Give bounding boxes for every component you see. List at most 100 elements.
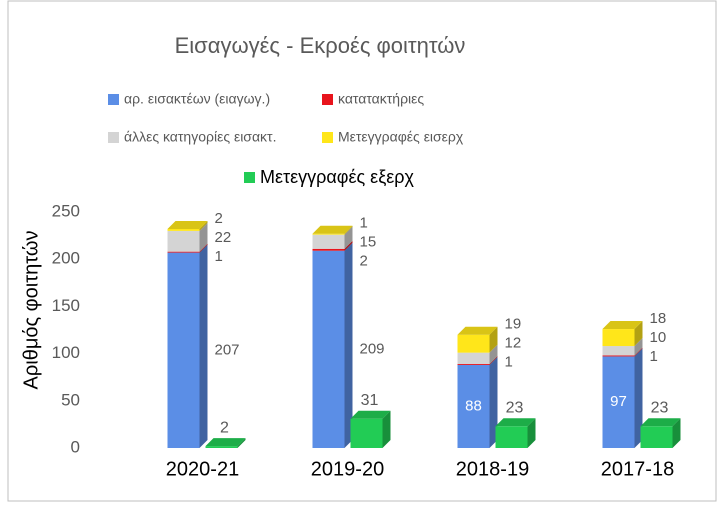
x-tick-label: 2020-21 — [166, 458, 239, 480]
data-label: 97 — [610, 393, 627, 410]
bar — [350, 410, 391, 448]
y-tick-label: 50 — [61, 390, 80, 409]
bar-side — [199, 243, 208, 253]
legend-label: Μετεγγραφές εξερχ — [260, 167, 415, 187]
legend-swatch — [108, 94, 119, 105]
bar-front — [167, 252, 200, 448]
bar-front — [167, 230, 200, 252]
data-label: 23 — [651, 400, 669, 417]
legend-label: αρ. εισακτέων (ειαγωγ.) — [124, 91, 270, 107]
data-label: 2 — [360, 253, 368, 270]
legend-label: άλλες κατηγορίες εισακτ. — [124, 129, 276, 145]
data-label: 22 — [215, 229, 232, 246]
bar-segment — [602, 347, 643, 357]
legend-swatch — [322, 94, 333, 105]
bar-segment — [312, 240, 353, 251]
bar-front — [167, 251, 200, 253]
bar-top — [495, 418, 536, 427]
y-tick-label: 250 — [52, 201, 80, 220]
bar-segment — [312, 225, 353, 235]
y-tick-label: 100 — [52, 343, 80, 362]
bar-top — [602, 321, 643, 330]
data-label: 1 — [360, 215, 368, 232]
bar-segment — [167, 222, 208, 252]
bar-top — [350, 410, 391, 419]
bar-front — [312, 250, 345, 448]
chart-title: Εισαγωγές - Εκροές φοιτητών — [175, 33, 466, 58]
data-label: 1 — [505, 354, 513, 371]
y-axis-label: Αριθμός φοιτητών — [20, 231, 42, 390]
bar-side — [344, 226, 353, 249]
bar-side — [634, 338, 643, 356]
bar-front — [640, 426, 673, 448]
data-label: 1 — [650, 348, 658, 365]
bar-front — [312, 234, 345, 249]
bar-segment — [457, 344, 498, 364]
bar-segment — [312, 242, 353, 448]
legend-label: κατατακτήριες — [338, 91, 424, 107]
legend-swatch — [322, 132, 333, 143]
data-label: 19 — [505, 316, 522, 333]
chart-frame — [7, 0, 717, 502]
bar — [495, 418, 536, 448]
bar-front — [457, 352, 490, 364]
bar-segment — [457, 355, 498, 365]
y-tick-label: 200 — [52, 249, 80, 268]
y-tick-label: 150 — [52, 296, 80, 315]
bar-side — [489, 355, 498, 365]
bar-side — [344, 242, 353, 448]
bar-top — [205, 438, 246, 447]
bar-side — [199, 220, 208, 231]
bar-front — [312, 248, 345, 251]
legend-swatch — [244, 172, 255, 183]
bar-front — [312, 233, 345, 235]
bar-segment — [167, 244, 208, 448]
bar-top — [312, 225, 353, 234]
bar-side — [634, 347, 643, 357]
bar-side — [199, 244, 208, 448]
bar — [205, 438, 246, 448]
x-tick-label: 2019-20 — [311, 458, 384, 480]
bar-side — [344, 240, 353, 251]
data-label: 2 — [220, 419, 229, 436]
bar-side — [237, 438, 246, 448]
bar-segment — [167, 243, 208, 253]
y-tick-label: 0 — [71, 437, 80, 456]
bar-front — [495, 426, 528, 448]
bar-side — [344, 225, 353, 235]
data-label: 88 — [465, 397, 482, 414]
bar-segment — [602, 321, 643, 347]
bar-side — [634, 348, 643, 448]
bar-top — [167, 220, 208, 229]
data-label: 1 — [215, 248, 223, 265]
bar-side — [489, 344, 498, 364]
bar-side — [489, 326, 498, 353]
data-label: 23 — [506, 400, 524, 417]
data-label: 10 — [650, 329, 667, 346]
bar — [640, 418, 681, 448]
data-label: 12 — [505, 335, 522, 352]
bar-side — [199, 222, 208, 252]
bar-front — [350, 418, 383, 448]
bar-front — [457, 364, 490, 448]
bar-front — [602, 329, 635, 347]
bar-side — [672, 418, 681, 448]
bar-side — [634, 321, 643, 347]
data-label: 15 — [360, 234, 377, 251]
bar-side — [489, 356, 498, 448]
bar-front — [602, 355, 635, 357]
bar-front — [457, 363, 490, 365]
bar-segment — [457, 356, 498, 448]
bar-segment — [457, 326, 498, 353]
bar-side — [527, 418, 536, 448]
legend-swatch — [108, 132, 119, 143]
bar-segment — [167, 220, 208, 231]
bar-front — [205, 446, 238, 448]
bar-segment — [602, 338, 643, 356]
bar-front — [602, 356, 635, 448]
bar-front — [602, 346, 635, 356]
data-label: 18 — [650, 310, 667, 327]
bar-front — [167, 228, 200, 231]
x-tick-label: 2018-19 — [456, 458, 529, 480]
